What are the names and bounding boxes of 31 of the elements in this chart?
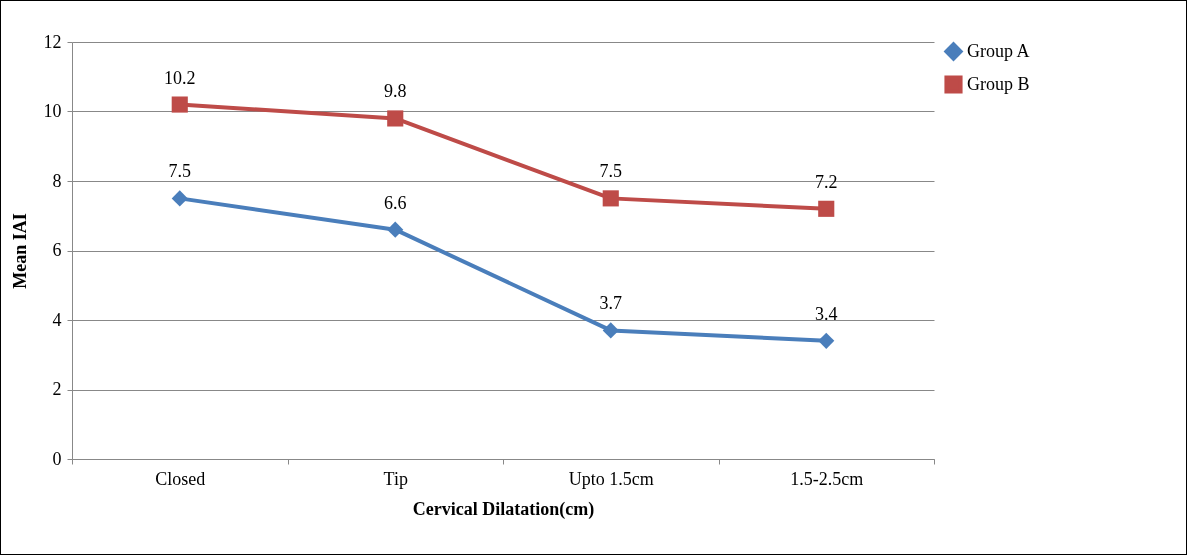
data-label: 3.7 [599, 293, 622, 314]
point [602, 322, 619, 339]
point [818, 200, 835, 217]
x-tick-label: 1.5-2.5cm [790, 468, 864, 489]
y-tick-label: 6 [52, 240, 62, 260]
y-tick-label: 12 [43, 31, 62, 52]
x-tick-label: Tip [383, 468, 408, 489]
y-tick-label: 10 [43, 101, 62, 121]
data-label: 6.6 [384, 192, 407, 213]
legend-label: Group A [967, 40, 1030, 61]
y-tick-label: 0 [52, 448, 62, 469]
y-tick-label: 2 [52, 379, 62, 399]
data-label: 9.8 [384, 81, 407, 102]
y-tick-label: 4 [52, 309, 62, 330]
x-tick-label: Upto 1.5cm [568, 468, 654, 489]
x-tick-label: Closed [155, 468, 206, 489]
y-tick-label: 8 [52, 170, 62, 191]
data-label: 10.2 [164, 67, 196, 88]
y-axis-title: Mean IAI [9, 213, 30, 289]
legend-label: Group B [967, 73, 1030, 94]
point [171, 190, 188, 207]
data-label: 7.2 [815, 171, 838, 192]
x-axis-title: Cervical Dilatation(cm) [412, 498, 595, 520]
point [171, 96, 188, 113]
data-label: 7.5 [599, 161, 622, 182]
point [602, 190, 619, 207]
point [387, 221, 404, 238]
point [387, 110, 404, 127]
data-label: 3.4 [815, 303, 838, 324]
data-label: 7.5 [168, 161, 191, 182]
point [818, 332, 835, 349]
